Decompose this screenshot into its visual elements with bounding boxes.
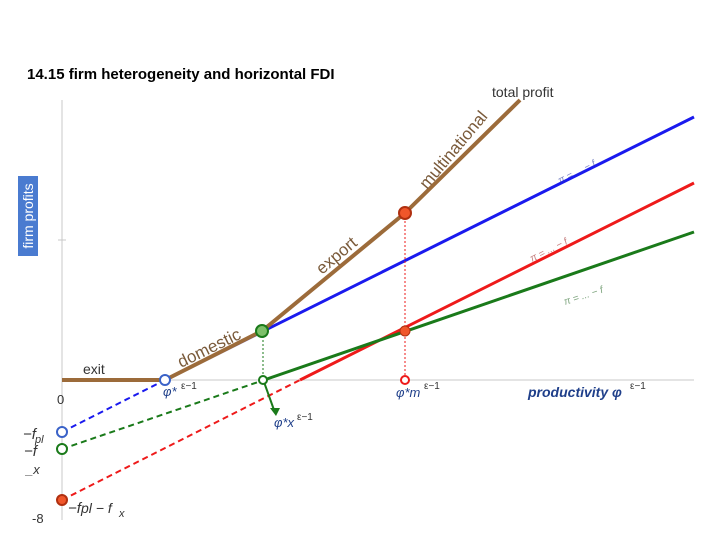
intercept-fpl-marker bbox=[56, 426, 68, 438]
arrow-head bbox=[270, 408, 280, 416]
guide-phi-x-arrow bbox=[263, 381, 275, 411]
svg-text:ε−1: ε−1 bbox=[181, 381, 197, 392]
svg-text:ε−1: ε−1 bbox=[424, 381, 440, 392]
svg-text:pl − f: pl − f bbox=[80, 500, 114, 516]
multinational-line-formula: π = ... − f bbox=[528, 236, 570, 265]
productivity-axis-label: productivity φ ε−1 bbox=[527, 381, 646, 400]
phi-star-label: φ* ε−1 bbox=[163, 381, 197, 399]
svg-text:x: x bbox=[118, 508, 125, 520]
intercept-x-label: _x bbox=[24, 462, 40, 477]
intercept-f-label: −f bbox=[24, 443, 39, 460]
intercept-f-marker bbox=[56, 443, 68, 455]
domestic-label: domestic bbox=[174, 324, 244, 371]
export-profit-line bbox=[263, 230, 695, 382]
y-axis-label-box bbox=[18, 176, 38, 256]
export-threshold-marker bbox=[255, 324, 269, 338]
svg-text:φ*m: φ*m bbox=[396, 385, 421, 400]
svg-text:pl: pl bbox=[34, 434, 44, 446]
intercept-fpl-fx-marker bbox=[56, 494, 68, 506]
svg-text:productivity φ: productivity φ bbox=[527, 384, 622, 400]
red-green-intersection-marker bbox=[399, 325, 411, 337]
phi-star-x-label: φ*x ε−1 bbox=[274, 412, 313, 430]
svg-text:ε−1: ε−1 bbox=[297, 412, 313, 423]
domestic-dashed-line bbox=[61, 379, 166, 433]
multinational-dashed-line bbox=[61, 379, 301, 501]
phi-star-marker bbox=[159, 374, 171, 386]
multinational-threshold-marker bbox=[398, 206, 412, 220]
y-zero-label: 0 bbox=[57, 392, 64, 407]
svg-text:φ*x: φ*x bbox=[274, 415, 295, 430]
svg-text:−f: −f bbox=[23, 426, 38, 443]
svg-text:ε−1: ε−1 bbox=[630, 381, 646, 392]
svg-text:φ*: φ* bbox=[163, 384, 177, 399]
svg-text:−f: −f bbox=[68, 500, 83, 517]
y-neg-eight-label: -8 bbox=[32, 511, 44, 526]
intercept-fpl-label: −f pl bbox=[23, 426, 44, 446]
phi-star-m-label: φ*m ε−1 bbox=[396, 381, 440, 400]
export-dashed-line bbox=[61, 379, 265, 450]
slide-title: 14.15 firm heterogeneity and horizontal … bbox=[27, 66, 335, 83]
total-profit-label: total profit bbox=[492, 84, 554, 100]
domestic-line-formula: π = ... − f bbox=[556, 158, 598, 187]
phi-x-axis-marker bbox=[258, 375, 268, 385]
multinational-label: multinational bbox=[416, 107, 492, 192]
phi-m-axis-marker bbox=[400, 375, 410, 385]
multinational-profit-line bbox=[299, 181, 695, 382]
intercept-fpl-fx-label: −f pl − f x bbox=[68, 500, 125, 520]
export-line-formula: π = ... − f bbox=[563, 284, 606, 307]
exit-label: exit bbox=[83, 361, 105, 377]
